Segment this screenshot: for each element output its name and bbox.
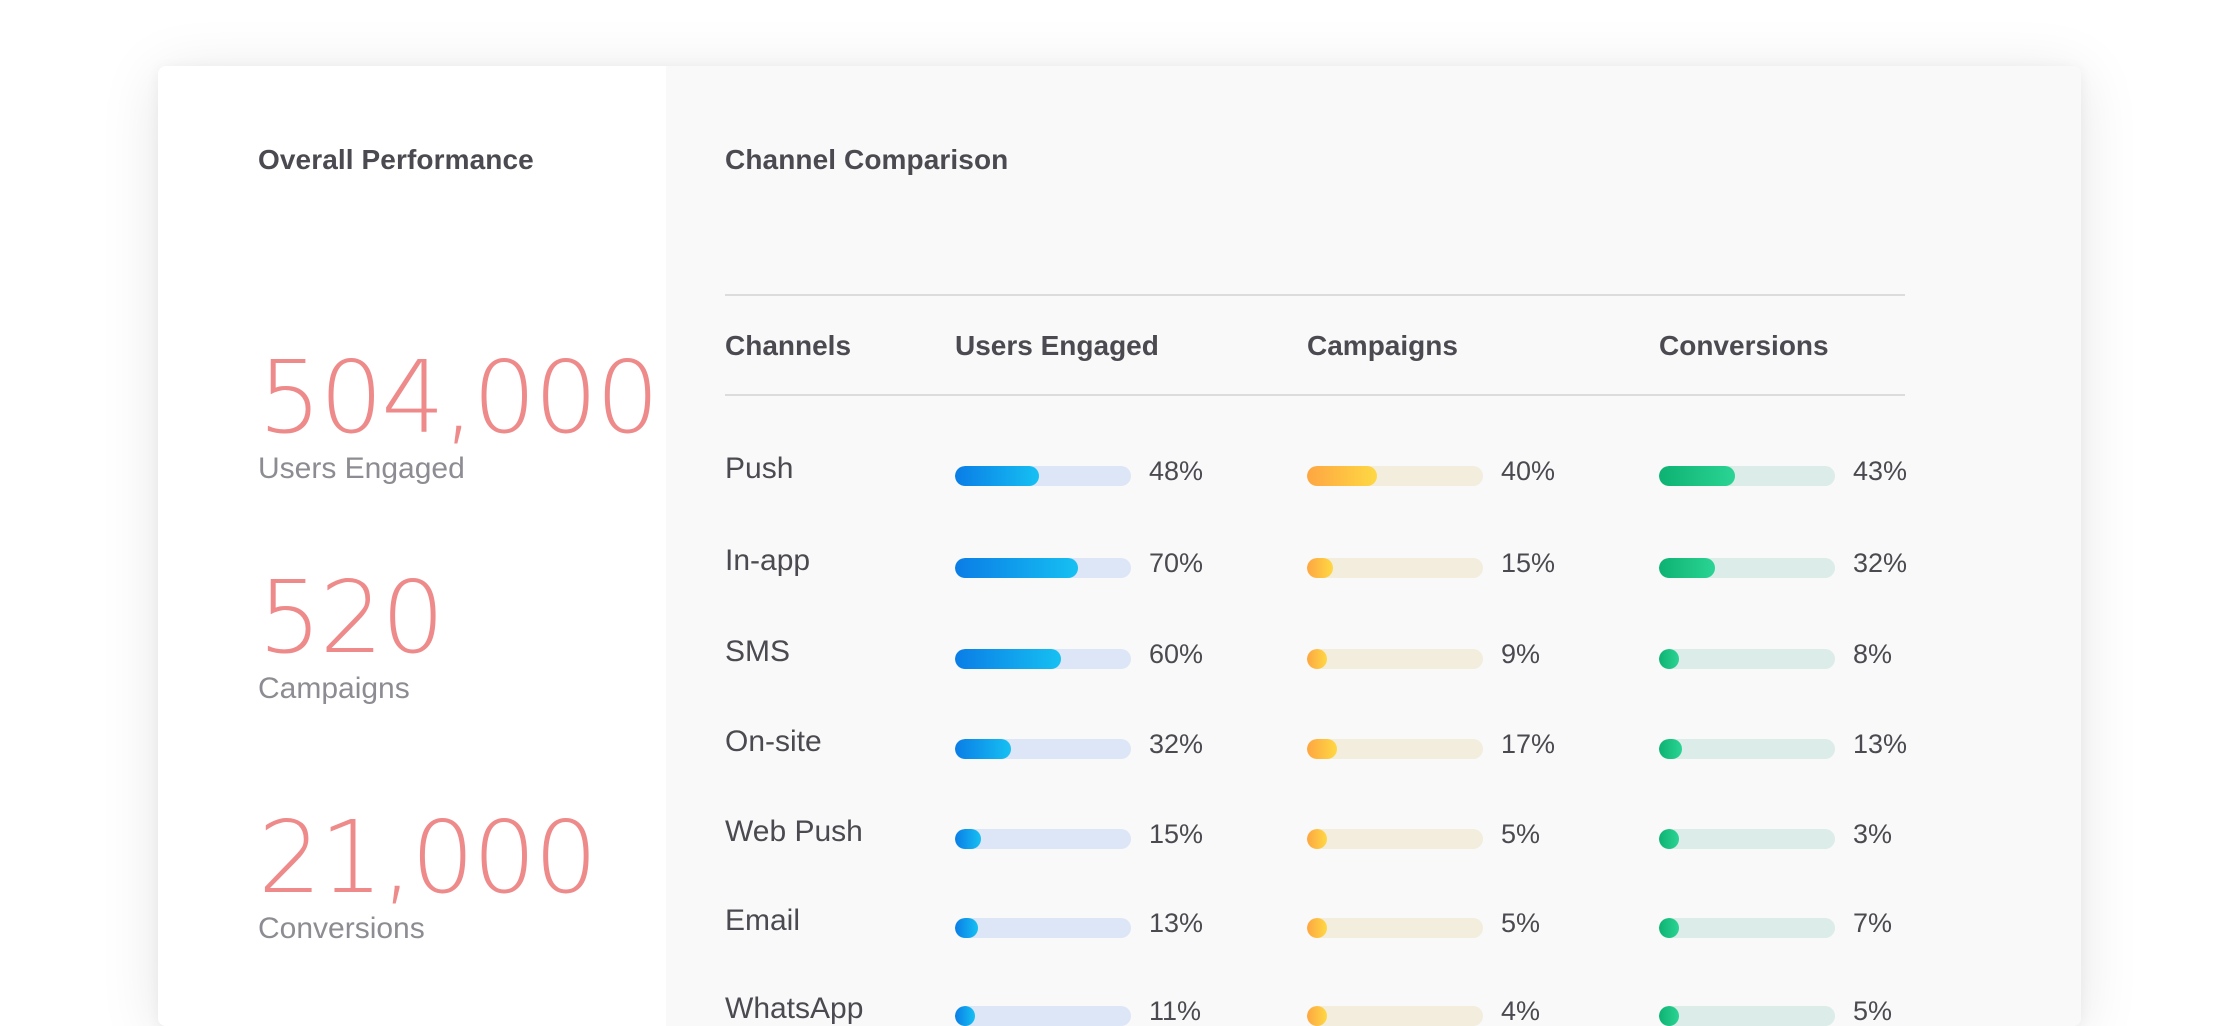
table-row: In-app 70% 15% 32% [725,544,1908,594]
overall-performance-title: Overall Performance [258,144,534,175]
conversions-percent: 5% [1853,996,1893,1026]
conversions-bar-fill [1659,739,1682,759]
users-engaged-bar-track [955,739,1131,759]
campaigns-bar-fill [1307,739,1337,759]
conversions-percent: 43% [1853,456,1908,486]
conversions-bar-track [1659,1006,1835,1026]
metric-label: Users Engaged [258,452,465,485]
channel-comparison-title: Channel Comparison [725,144,1009,175]
users-engaged-bar-fill [955,649,1061,669]
users-engaged-bar-fill [955,918,978,938]
users-engaged-bar-fill [955,829,981,849]
users-engaged-bar-track [955,918,1131,938]
campaigns-bar-track [1307,558,1483,578]
channel-comparison-panel: Channel Comparison Channels Users Engage… [666,66,2081,1026]
metric-users-engaged: 504,000 Users Engaged [258,339,660,486]
column-header-campaigns: Campaigns [1307,330,1458,361]
metric-label: Conversions [258,912,425,945]
channel-name: Web Push [725,815,863,848]
metric-conversions: 21,000 Conversions [258,799,598,946]
campaigns-bar-fill [1307,829,1327,849]
campaigns-bar-track [1307,649,1483,669]
metric-value: 504,000 [258,339,660,456]
campaigns-bar-fill [1307,918,1327,938]
users-engaged-percent: 13% [1149,908,1204,938]
campaigns-percent: 5% [1501,819,1541,849]
campaigns-bar-fill [1307,1006,1327,1026]
campaigns-bar-fill [1307,466,1377,486]
conversions-bar-track [1659,649,1835,669]
conversions-percent: 32% [1853,548,1908,578]
table-row: Web Push 15% 5% 3% [725,815,1905,865]
channel-name: WhatsApp [725,992,864,1025]
table-row: Email 13% 5% 7% [725,904,1905,954]
column-header-conversions: Conversions [1659,330,1829,361]
metric-value: 21,000 [258,799,598,916]
campaigns-bar-track [1307,739,1483,759]
conversions-bar-fill [1659,558,1715,578]
conversions-bar-fill [1659,829,1679,849]
users-engaged-bar-track [955,829,1131,849]
header-divider-top [725,294,1905,296]
conversions-bar-track [1659,466,1835,486]
users-engaged-percent: 15% [1149,819,1204,849]
campaigns-percent: 40% [1501,456,1556,486]
conversions-percent: 7% [1853,908,1893,938]
campaigns-percent: 15% [1501,548,1556,578]
users-engaged-bar-fill [955,466,1039,486]
users-engaged-bar-fill [955,558,1078,578]
column-header-users-engaged: Users Engaged [955,330,1159,361]
users-engaged-bar-track [955,558,1131,578]
conversions-bar-track [1659,558,1835,578]
metric-label: Campaigns [258,672,410,705]
table-row: SMS 60% 9% 8% [725,635,1905,685]
channel-name: SMS [725,635,791,668]
campaigns-bar-track [1307,829,1483,849]
metric-campaigns: 520 Campaigns [258,559,445,706]
campaigns-percent: 9% [1501,639,1541,669]
campaigns-bar-fill [1307,649,1327,669]
conversions-percent: 3% [1853,819,1893,849]
conversions-percent: 8% [1853,639,1893,669]
users-engaged-bar-track [955,649,1131,669]
conversions-bar-track [1659,918,1835,938]
users-engaged-percent: 48% [1149,456,1204,486]
channel-name: Push [725,452,794,485]
users-engaged-bar-track [955,1006,1131,1026]
users-engaged-percent: 11% [1149,996,1202,1026]
table-row: On-site 32% 17% 13% [725,725,1908,775]
campaigns-bar-fill [1307,558,1333,578]
metric-value: 520 [258,559,445,676]
users-engaged-percent: 70% [1149,548,1204,578]
users-engaged-percent: 60% [1149,639,1204,669]
channel-name: Email [725,904,801,937]
campaigns-bar-track [1307,918,1483,938]
users-engaged-percent: 32% [1149,729,1204,759]
header-divider-bottom [725,394,1905,396]
conversions-bar-fill [1659,1006,1679,1026]
table-row: WhatsApp 11% 4% 5% [725,992,1905,1026]
campaigns-percent: 5% [1501,908,1541,938]
table-row: Push 48% 40% 43% [725,452,1908,502]
conversions-bar-fill [1659,918,1679,938]
campaigns-percent: 17% [1501,729,1556,759]
users-engaged-bar-fill [955,739,1011,759]
campaigns-bar-track [1307,1006,1483,1026]
conversions-bar-track [1659,739,1835,759]
users-engaged-bar-track [955,466,1131,486]
performance-card: Overall Performance 504,000 Users Engage… [158,66,2081,1026]
conversions-bar-fill [1659,649,1679,669]
campaigns-bar-track [1307,466,1483,486]
conversions-bar-track [1659,829,1835,849]
campaigns-percent: 4% [1501,996,1541,1026]
conversions-bar-fill [1659,466,1735,486]
overall-performance-panel: Overall Performance 504,000 Users Engage… [158,66,666,1026]
users-engaged-bar-fill [955,1006,975,1026]
channel-name: On-site [725,725,822,758]
channel-name: In-app [725,544,811,577]
conversions-percent: 13% [1853,729,1908,759]
column-header-channels: Channels [725,330,852,361]
